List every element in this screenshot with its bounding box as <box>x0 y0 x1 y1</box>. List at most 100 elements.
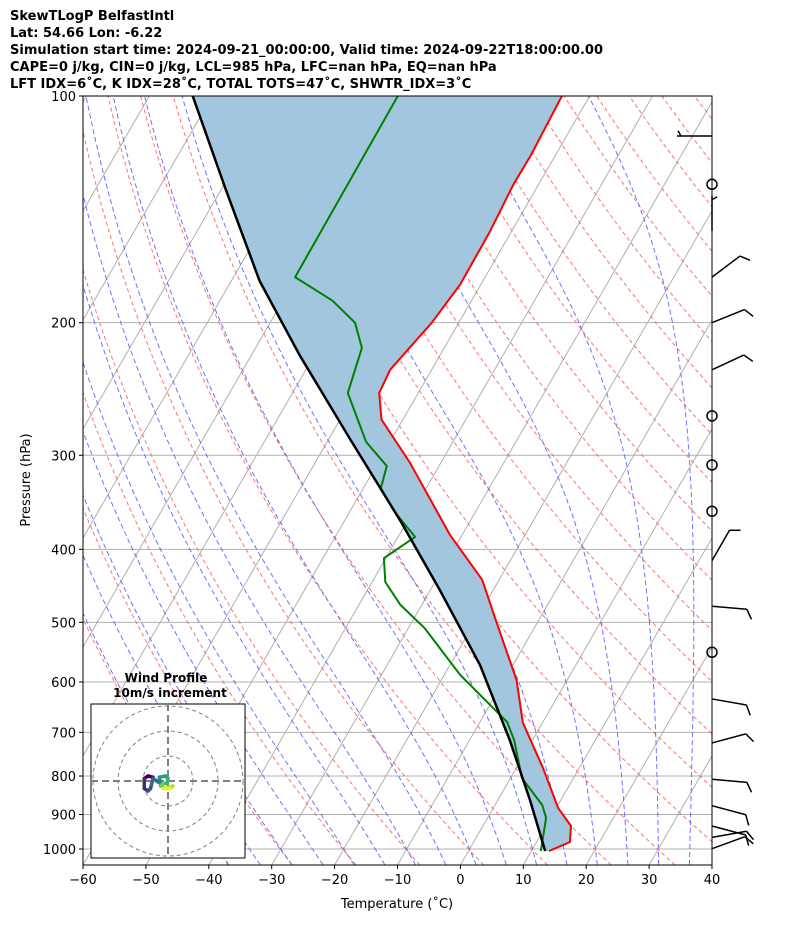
calm-wind-circle <box>706 410 718 422</box>
calm-wind-circle <box>706 646 718 659</box>
dry-adiabat <box>205 96 712 843</box>
wind-barb <box>711 698 751 716</box>
parcel-indices: CAPE=0 j/kg, CIN=0 j/kg, LCL=985 hPa, LF… <box>10 60 497 75</box>
dry-adiabat <box>335 96 712 632</box>
x-tick-label: 20 <box>578 873 595 888</box>
isotherm-gridline <box>83 96 87 103</box>
dry-adiabat <box>368 96 712 581</box>
cape-cin-shading <box>192 96 571 851</box>
moist-adiabat <box>359 96 629 865</box>
dry-adiabat <box>83 267 421 865</box>
x-tick-label: 10 <box>515 873 532 888</box>
dry-adiabat <box>83 129 484 865</box>
moist-adiabat <box>720 96 746 865</box>
wind-barb <box>711 804 750 826</box>
wind-barb <box>711 354 754 371</box>
barb-feather <box>746 782 753 793</box>
y-tick-label: 1000 <box>43 843 76 858</box>
wind-barb <box>711 825 750 846</box>
barb-staff <box>711 830 747 839</box>
dry-adiabat <box>83 391 357 865</box>
barb-feather <box>743 354 754 362</box>
y-tick-label: 500 <box>51 616 76 631</box>
barb-staff <box>711 825 747 836</box>
isotherm-gridline <box>334 209 712 865</box>
x-tick-label: 40 <box>704 873 721 888</box>
y-tick-label: 100 <box>51 90 76 105</box>
wind-barb <box>711 255 751 278</box>
calm-wind-circle <box>706 178 718 191</box>
x-tick-label: −20 <box>321 873 348 888</box>
dry-adiabat <box>727 96 794 865</box>
x-tick-label: −50 <box>132 873 159 888</box>
barb-feather <box>745 704 751 716</box>
stability-indices: LFT IDX=6˚C, K IDX=28˚C, TOTAL TOTS=47˚C… <box>10 77 472 92</box>
isotherm-gridline <box>83 96 213 321</box>
barb-staff <box>711 529 731 561</box>
moist-adiabat <box>83 429 324 865</box>
wind-barb <box>711 308 754 324</box>
isotherm-gridline <box>585 645 712 865</box>
barb-feather <box>745 830 755 841</box>
dry-adiabat <box>237 96 712 788</box>
calm-wind-circle <box>706 459 718 471</box>
barb-feather <box>711 196 718 201</box>
dry-adiabat <box>498 96 712 389</box>
isotherm-gridline <box>208 96 653 865</box>
y-tick-label: 200 <box>51 317 76 332</box>
moist-adiabat <box>144 96 507 865</box>
profile-series <box>191 96 572 852</box>
dry-adiabat <box>303 96 712 683</box>
y-tick-label: 900 <box>51 809 76 824</box>
x-axis: −60 −50 −40 −30 −20 −10 0 10 20 30 40 <box>69 865 720 888</box>
barb-staff <box>711 308 745 324</box>
wind-barb <box>711 778 753 793</box>
wind-barb <box>711 830 755 841</box>
hodograph-title: Wind Profile <box>125 671 208 685</box>
dry-adiabat <box>563 96 712 297</box>
y-tick-label: 600 <box>51 676 76 691</box>
dry-adiabat <box>400 96 712 532</box>
moist-adiabat <box>588 96 695 865</box>
x-tick-label: −60 <box>69 873 96 888</box>
wind-barb <box>711 733 755 744</box>
isotherm-gridline <box>711 863 712 865</box>
wind-barb <box>711 605 753 620</box>
dry-adiabat <box>140 96 612 865</box>
dry-adiabat <box>465 96 712 436</box>
barb-staff <box>711 778 747 784</box>
dry-adiabat <box>83 506 293 865</box>
barb-staff <box>711 698 747 706</box>
simulation-times: Simulation start time: 2024-09-21_00:00:… <box>10 43 603 58</box>
barb-feather <box>745 733 755 743</box>
moist-adiabat <box>112 96 477 865</box>
hodograph-subtitle: 10m/s increment <box>113 686 227 700</box>
barb-staff <box>711 835 746 850</box>
barb-feather <box>739 255 751 262</box>
moist-adiabat <box>83 192 416 865</box>
x-tick-label: −10 <box>384 873 411 888</box>
y-tick-label: 400 <box>51 543 76 558</box>
y-tick-label: 700 <box>51 726 76 741</box>
barb-feather <box>746 608 753 620</box>
station-location: Lat: 54.66 Lon: -6.22 <box>10 26 163 41</box>
isotherm-gridline <box>271 100 712 865</box>
dry-adiabat <box>531 96 712 343</box>
barb-staff <box>711 804 747 816</box>
background-lines <box>83 96 794 865</box>
dewpoint-line <box>294 96 548 852</box>
parcel-path-line <box>191 96 547 852</box>
barb-staff <box>711 605 747 611</box>
moist-adiabat <box>83 493 293 865</box>
x-axis-label: Temperature (˚C) <box>340 896 453 912</box>
barb-feather <box>745 814 750 826</box>
dry-adiabat <box>596 96 712 252</box>
moist-adiabat <box>83 360 355 865</box>
moist-adiabat <box>83 283 386 865</box>
y-tick-label: 800 <box>51 770 76 785</box>
barb-staff <box>711 733 747 744</box>
barb-feather <box>745 834 750 846</box>
isotherm-gridline <box>522 536 712 865</box>
isotherm-gridline <box>83 96 276 430</box>
